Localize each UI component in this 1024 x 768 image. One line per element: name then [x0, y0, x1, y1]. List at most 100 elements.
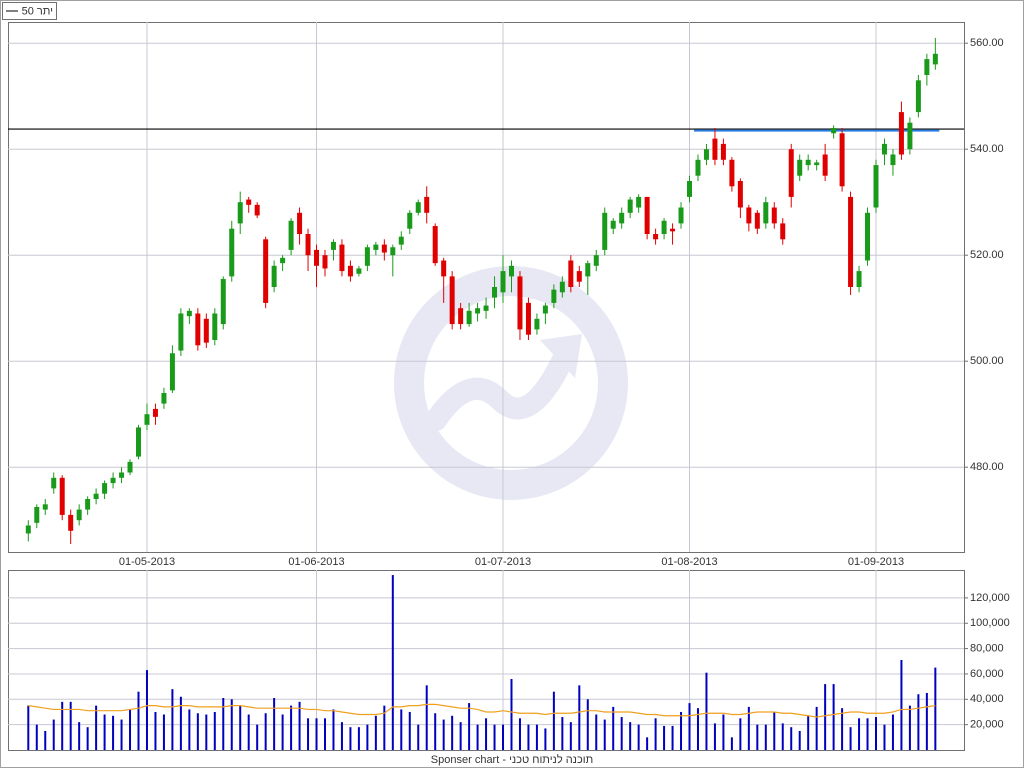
candle-body	[314, 249, 320, 266]
volume-bar	[502, 724, 505, 750]
volume-bar	[264, 713, 267, 750]
candle-body	[85, 499, 91, 510]
volume-bar	[290, 705, 293, 750]
candle-body	[364, 247, 370, 266]
y-tick-label: 100,000	[970, 617, 1010, 629]
volume-bar	[603, 719, 606, 750]
volume-bar	[908, 705, 911, 750]
candle-body	[534, 318, 540, 330]
volume-bar	[578, 685, 581, 750]
volume-average-line	[28, 703, 936, 718]
y-tick-label: 120,000	[970, 592, 1010, 604]
candle-body	[873, 165, 879, 208]
volume-bar	[629, 722, 632, 750]
watermark-arrow	[425, 344, 576, 431]
candle-body	[280, 257, 286, 264]
candle-body	[203, 318, 209, 343]
volume-bar	[425, 685, 428, 750]
candle-body	[339, 244, 345, 272]
volume-bar	[230, 699, 233, 750]
volume-bar	[383, 705, 386, 750]
candle-body	[907, 122, 913, 150]
candle-body	[915, 80, 921, 113]
volume-bar	[535, 724, 538, 750]
candle-body	[25, 525, 31, 534]
volume-bar	[696, 708, 699, 750]
candle-body	[475, 308, 481, 314]
volume-bar	[340, 722, 343, 750]
candle-body	[593, 255, 599, 266]
volume-bar	[349, 727, 352, 750]
volume-bar	[773, 711, 776, 750]
candle-body	[220, 279, 226, 325]
volume-bar	[78, 722, 81, 750]
volume-bar	[544, 728, 547, 750]
candle-body	[152, 408, 158, 417]
candle-body	[890, 154, 896, 166]
candle-body	[466, 310, 472, 325]
volume-bar	[366, 724, 369, 750]
candle-body	[636, 196, 642, 208]
candle-body	[542, 305, 548, 314]
volume-bar	[27, 705, 30, 750]
volume-bar	[103, 714, 106, 750]
x-tick-label: 01-09-2013	[848, 556, 904, 568]
volume-bar	[841, 708, 844, 750]
volume-bar	[307, 718, 310, 750]
volume-bar	[44, 730, 47, 750]
candle-body	[729, 159, 735, 187]
candle-body	[720, 143, 726, 160]
candle-body	[695, 159, 701, 176]
volume-bar	[357, 727, 360, 750]
volume-bar	[875, 717, 877, 750]
candle-body	[746, 207, 752, 224]
candle-body	[703, 149, 709, 160]
candle-body	[492, 287, 498, 298]
candle-body	[525, 302, 531, 335]
candle-body	[415, 202, 421, 213]
volume-bar	[934, 667, 937, 750]
volume-bar	[790, 727, 793, 750]
volume-bar	[925, 692, 928, 750]
volume-bar	[434, 713, 437, 750]
y-tick-label: 480.00	[970, 461, 1004, 473]
volume-bar	[900, 660, 903, 750]
volume-bar	[145, 670, 148, 750]
volume-bar	[807, 715, 810, 750]
candle-body	[831, 128, 837, 134]
candle-body	[805, 159, 811, 166]
candle-body	[110, 477, 116, 484]
volume-bar	[832, 684, 835, 750]
candle-body	[178, 313, 184, 351]
candle-body	[814, 162, 820, 166]
candle-body	[856, 271, 862, 287]
candle-body	[483, 305, 489, 311]
candle-body	[737, 181, 743, 208]
volume-bar	[815, 706, 818, 750]
volume-bar	[739, 718, 742, 750]
volume-bar	[595, 714, 598, 750]
volume-bar	[493, 724, 496, 750]
volume-bar	[196, 713, 199, 750]
candle-body	[763, 202, 769, 224]
volume-bar	[332, 709, 335, 750]
volume-bar	[824, 684, 827, 750]
candle-body	[568, 260, 574, 287]
volume-bar	[858, 718, 861, 750]
candle-body	[288, 220, 294, 250]
candle-body	[263, 239, 269, 303]
volume-bar	[400, 709, 403, 750]
candle-body	[932, 53, 938, 65]
volume-bar	[129, 709, 132, 750]
volume-bar	[213, 711, 216, 750]
candle-body	[407, 212, 413, 229]
y-tick-label: 560.00	[970, 37, 1004, 49]
candle-body	[271, 265, 277, 287]
x-tick-label: 01-06-2013	[288, 556, 344, 568]
volume-bar	[417, 724, 420, 750]
candle-body	[822, 154, 828, 176]
candle-body	[585, 263, 591, 277]
y-tick-label: 20,000	[970, 719, 1004, 731]
volume-bar	[476, 724, 479, 750]
